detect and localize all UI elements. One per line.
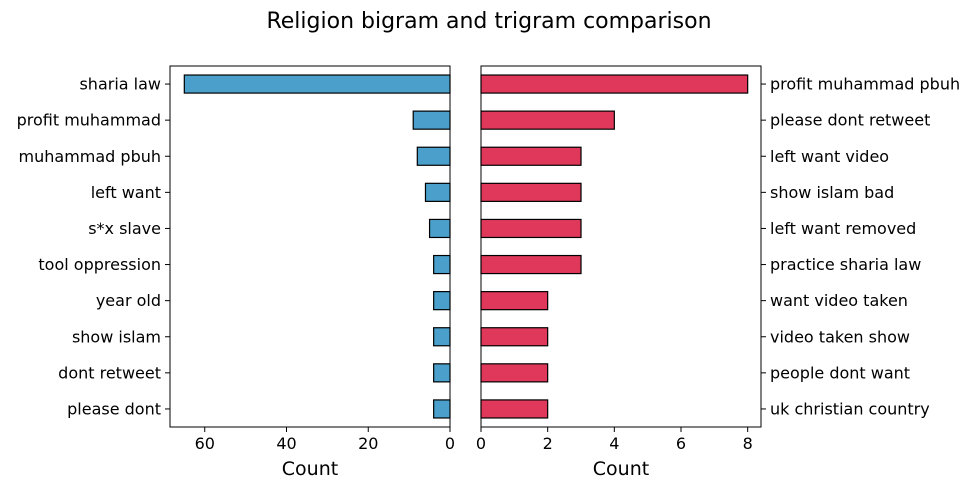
left-x-tick-label: 20 xyxy=(358,434,378,453)
right-category-label: profit muhammad pbuh xyxy=(770,75,960,94)
right-axes-frame xyxy=(480,65,762,428)
left-bar xyxy=(424,182,451,202)
right-x-tick-label: 0 xyxy=(476,434,486,453)
right-category-label: video taken show xyxy=(770,327,910,346)
left-bar xyxy=(433,363,451,383)
right-x-axis-label: Count xyxy=(593,458,649,480)
left-bar xyxy=(183,74,451,94)
left-x-tick-label: 0 xyxy=(445,434,455,453)
left-bar xyxy=(433,399,451,419)
left-category-label: year old xyxy=(96,291,161,310)
right-category-label: left want video xyxy=(770,147,889,166)
left-chart-panel: sharia law profit muhammad muhammad pbuh le… xyxy=(17,65,455,480)
left-category-label: left want xyxy=(91,183,161,202)
left-bar xyxy=(433,327,451,347)
left-category-label: show islam xyxy=(72,327,161,346)
left-bar xyxy=(428,218,451,239)
right-category-label: people dont want xyxy=(770,363,910,382)
left-category-label: dont retweet xyxy=(58,363,161,382)
right-category-label: show islam bad xyxy=(770,183,894,202)
right-category-label: practice sharia law xyxy=(770,255,921,274)
right-category-label: left want removed xyxy=(770,219,916,238)
left-category-label: profit muhammad xyxy=(17,111,161,130)
left-x-axis-label: Count xyxy=(282,458,338,480)
chart-title: Religion bigram and trigram comparison xyxy=(266,9,711,34)
right-bar xyxy=(480,327,549,347)
left-category-label: muhammad pbuh xyxy=(19,147,161,166)
right-category-label: uk christian country xyxy=(770,399,930,418)
right-bar xyxy=(480,218,582,239)
left-axes-frame xyxy=(169,65,451,428)
left-x-tick-label: 40 xyxy=(276,434,296,453)
right-x-tick-label: 8 xyxy=(743,434,753,453)
right-bar xyxy=(480,291,549,311)
left-bar xyxy=(433,254,451,275)
right-bar xyxy=(480,182,582,202)
right-bar xyxy=(480,110,615,130)
left-bar xyxy=(412,110,451,130)
right-category-label: please dont retweet xyxy=(770,111,930,130)
left-category-label: sharia law xyxy=(79,75,161,94)
right-bar xyxy=(480,146,582,166)
right-chart-panel: profit muhammad pbuh please dont retweet l… xyxy=(476,65,960,480)
right-bar xyxy=(480,399,549,419)
right-x-tick-label: 2 xyxy=(543,434,553,453)
right-bar xyxy=(480,363,549,383)
left-bar xyxy=(433,291,451,311)
left-category-label: s*x slave xyxy=(88,219,161,238)
right-x-tick-label: 6 xyxy=(676,434,686,453)
right-bar xyxy=(480,74,749,94)
left-bar xyxy=(416,146,451,166)
right-x-tick-label: 4 xyxy=(609,434,619,453)
left-category-label: please dont xyxy=(67,399,161,418)
left-x-tick-label: 60 xyxy=(195,434,215,453)
right-bar xyxy=(480,254,582,275)
right-category-label: want video taken xyxy=(770,291,908,310)
left-category-label: tool oppression xyxy=(38,255,161,274)
